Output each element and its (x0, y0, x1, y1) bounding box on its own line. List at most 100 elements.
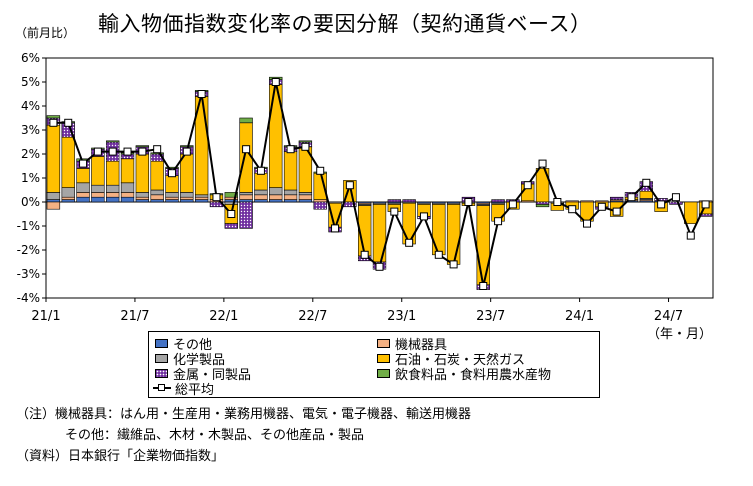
x-tick-label: 23/1 (387, 309, 416, 324)
legend-item-machinery: 機械器具 (377, 335, 447, 353)
total-marker (390, 207, 399, 216)
total-marker (316, 166, 325, 175)
bar-segment (535, 204, 550, 208)
bar-segment (76, 192, 90, 198)
bar-segment (446, 204, 461, 265)
bar-segment (180, 196, 194, 200)
bar-segment (239, 194, 253, 200)
total-marker (419, 212, 428, 221)
bar-segment (180, 145, 194, 148)
bar-segment (106, 196, 120, 203)
total-marker (212, 193, 221, 202)
total-marker (538, 159, 547, 168)
bar-segment (150, 199, 164, 203)
legend-label-food: 飲食料品・食料用農水産物 (395, 367, 552, 383)
bar-segment (91, 192, 105, 198)
bar-segment (239, 201, 253, 229)
bar-segment (283, 194, 298, 200)
bar-segment (239, 192, 253, 196)
bar-segment (46, 199, 61, 203)
bar-segment (313, 199, 327, 203)
bar-segment (194, 199, 209, 203)
bar-segment (239, 117, 253, 124)
bar-segment (298, 199, 313, 203)
bar-segment (76, 182, 90, 193)
total-marker (449, 260, 458, 269)
note-other: その他：繊維品、木材・木製品、その他産品・製品 (65, 428, 365, 443)
bar-segment (254, 199, 268, 203)
bar-segment (135, 145, 150, 148)
bar-segment (46, 192, 61, 200)
legend-swatch-other (155, 338, 168, 348)
x-tick-label: 21/1 (31, 309, 60, 324)
bar-segment (476, 205, 490, 286)
total-marker (671, 193, 680, 202)
bar-segment (283, 151, 298, 191)
bar-segment (535, 201, 550, 205)
total-marker (197, 90, 206, 98)
total-marker (167, 169, 176, 178)
total-marker (642, 178, 651, 187)
bar-segment (298, 140, 313, 143)
bar-segment (91, 184, 105, 193)
bar-segment (239, 199, 253, 203)
total-marker (331, 224, 340, 233)
total-marker (523, 181, 532, 190)
bar-segment (684, 201, 698, 224)
bar-segment (76, 168, 90, 184)
note-source: （資料）日本銀行「企業物価指数」 (16, 449, 225, 464)
total-marker (479, 282, 488, 290)
legend-item-food: 飲食料品・食料用農水産物 (377, 365, 552, 383)
y-tick-label: -4% (17, 291, 40, 305)
total-marker (123, 147, 132, 156)
total-marker (301, 142, 310, 151)
bar-segment (254, 189, 268, 196)
bar-segment (180, 199, 194, 203)
legend-label-total: 総平均 (175, 382, 215, 398)
bar-segment (269, 187, 283, 196)
bar-segment (432, 204, 446, 256)
total-marker (464, 198, 473, 206)
bar-segment (402, 199, 416, 203)
legend-swatch-total (153, 382, 171, 394)
bar-segment (283, 199, 298, 203)
total-marker (182, 147, 191, 156)
bar-segment (61, 187, 75, 198)
bar-segment (698, 213, 713, 217)
bar-segment (165, 192, 179, 198)
total-marker (568, 205, 577, 214)
bar-segment (224, 223, 238, 229)
total-marker (64, 118, 73, 127)
legend-item-metals: 金属・同製品 (155, 365, 251, 383)
bar-segment (269, 199, 283, 203)
bar-segment (61, 199, 75, 203)
total-marker (701, 200, 710, 209)
legend-item-energy: 石油・石炭・天然ガス (377, 350, 526, 368)
legend-swatch-chemicals (155, 353, 168, 363)
bar-segment (61, 136, 75, 188)
total-marker (345, 181, 354, 190)
bar-segment (106, 160, 120, 186)
bar-segment (91, 156, 105, 186)
legend-label-energy: 石油・石炭・天然ガス (395, 352, 526, 368)
y-tick-label: 3% (21, 123, 40, 137)
total-marker (612, 207, 621, 216)
bar-segment (46, 124, 61, 193)
total-marker (242, 145, 251, 154)
bar-segment (135, 196, 150, 200)
bar-segment (150, 189, 164, 196)
total-marker (583, 219, 592, 228)
total-marker (153, 145, 162, 154)
bar-segment (106, 184, 120, 193)
y-tick-label: 4% (21, 99, 40, 113)
y-unit-label: （前月比） (15, 26, 76, 40)
x-tick-label: 24/7 (654, 309, 683, 324)
x-tick-label: 22/1 (209, 309, 238, 324)
total-marker (597, 202, 606, 211)
total-marker (657, 200, 666, 209)
total-marker (93, 147, 102, 156)
bar-segment (165, 175, 179, 193)
bar-segment (609, 196, 624, 200)
bar-segment (194, 196, 209, 200)
